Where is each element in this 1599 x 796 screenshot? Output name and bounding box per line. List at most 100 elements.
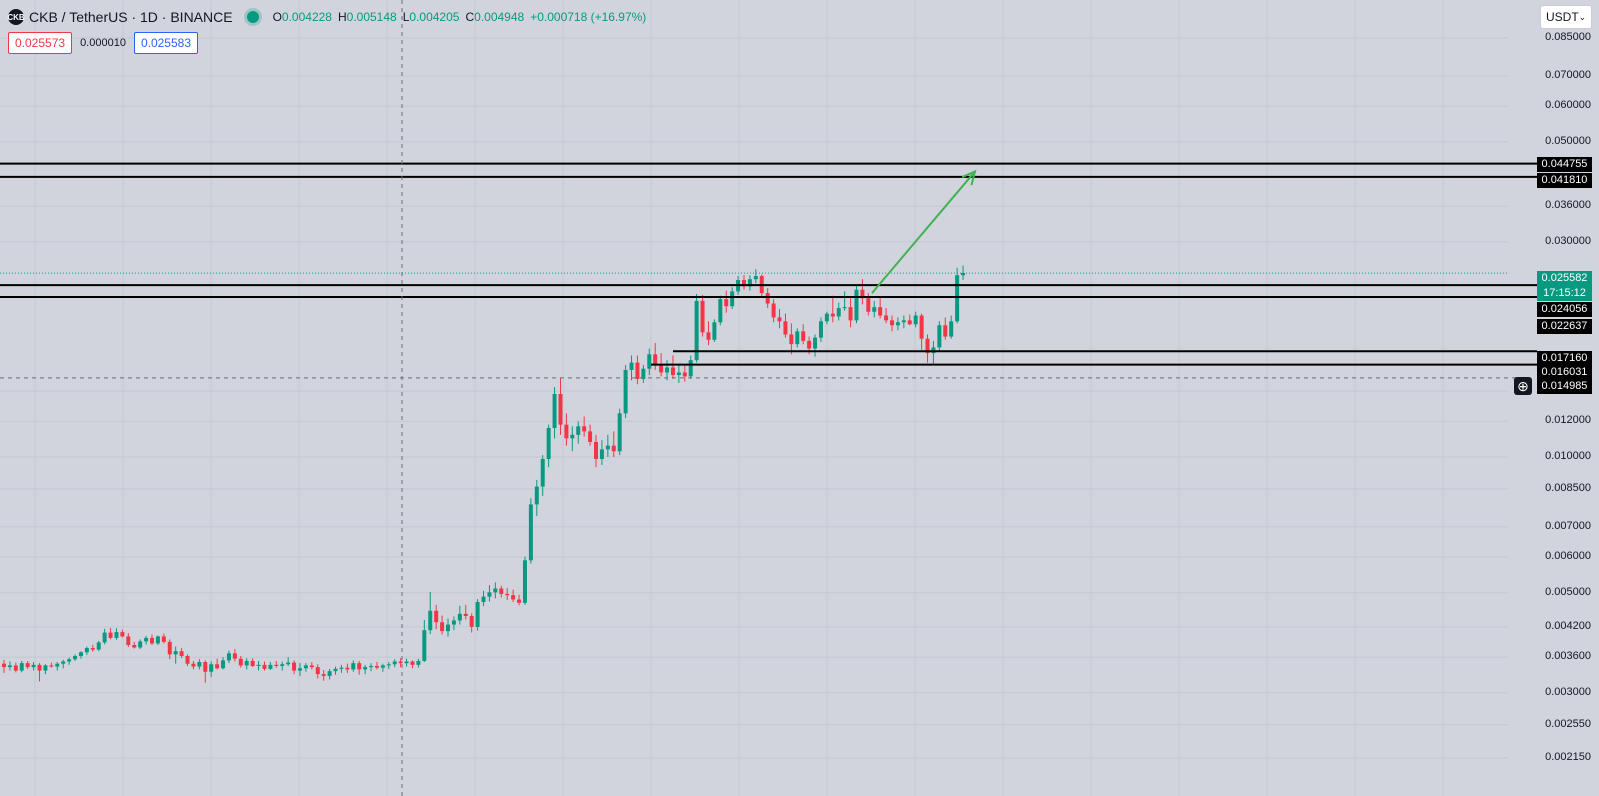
trade-panel: 0.025573 0.000010 0.025583 — [8, 32, 199, 54]
symbol-legend[interactable]: CKB CKB / TetherUS · 1D · BINANCE O0.004… — [7, 6, 647, 28]
symbol-title[interactable]: CKB / TetherUS · 1D · BINANCE — [29, 9, 233, 25]
candle-body — [558, 393, 563, 425]
candle-body — [144, 637, 149, 642]
candle-body — [422, 630, 427, 661]
candle-body — [339, 667, 344, 669]
candle-body — [203, 662, 208, 672]
buy-button[interactable]: 0.025583 — [133, 32, 199, 54]
candle-body — [611, 445, 616, 452]
candle-body — [191, 663, 196, 667]
candle-body — [682, 372, 687, 377]
ckb-logo-icon: CKB — [7, 9, 25, 25]
candle-body — [286, 662, 291, 665]
last-price-tag[interactable]: 0.025582 — [1537, 270, 1592, 286]
sell-button[interactable]: 0.025573 — [8, 32, 73, 54]
horizontal-levels[interactable] — [0, 162, 1537, 366]
candle-body — [446, 624, 450, 632]
level-price-tag[interactable]: 0.016031 — [1537, 364, 1592, 380]
level-price-tag[interactable]: 0.024056 — [1537, 301, 1592, 317]
candle-body — [398, 661, 403, 664]
y-tick-label: 0.060000 — [1545, 99, 1591, 112]
candle-body — [434, 610, 439, 623]
candle-body — [138, 641, 143, 648]
candle-body — [410, 661, 415, 665]
candle-body — [327, 671, 332, 676]
candle-body — [25, 663, 30, 668]
candle-body — [244, 660, 249, 666]
crosshair-price-tag[interactable]: 0.014985 — [1537, 378, 1592, 394]
level-price-tag[interactable]: 0.017160 — [1537, 350, 1592, 366]
y-tick-label: 0.006000 — [1545, 550, 1591, 563]
candle-body — [78, 652, 83, 656]
y-tick-label: 0.005000 — [1545, 585, 1591, 598]
candle-body — [84, 648, 89, 653]
candle-body — [150, 637, 154, 644]
candle-body — [55, 663, 60, 667]
add-alert-plus-icon[interactable]: ⊕ — [1514, 377, 1532, 395]
candle-body — [428, 610, 433, 631]
y-tick-label: 0.050000 — [1545, 134, 1591, 147]
candle-body — [588, 431, 593, 442]
candle-body — [789, 334, 794, 345]
candle-body — [351, 663, 356, 670]
candle-body — [617, 413, 622, 452]
level-price-tag[interactable]: 0.022637 — [1537, 318, 1592, 334]
candle-body — [475, 601, 480, 627]
candle-body — [913, 315, 918, 325]
candle-body — [481, 596, 486, 602]
candle-body — [49, 665, 54, 667]
candle-body — [132, 644, 137, 648]
candle-body — [712, 322, 717, 340]
level-price-tag[interactable]: 0.044755 — [1537, 156, 1592, 172]
candle-body — [890, 320, 894, 326]
candle-body — [416, 660, 421, 665]
candle-body — [7, 665, 12, 668]
candle-body — [315, 667, 320, 675]
candle-body — [818, 321, 823, 338]
candle-body — [226, 653, 231, 661]
y-tick-label: 0.030000 — [1545, 234, 1591, 247]
candle-body — [842, 307, 847, 309]
candle-body — [807, 340, 812, 349]
level-price-tag[interactable]: 0.041810 — [1537, 172, 1592, 188]
target-arrow-head — [961, 169, 977, 186]
overlays — [0, 0, 1516, 796]
y-tick-label: 0.002550 — [1545, 717, 1591, 730]
candle-body — [386, 664, 391, 666]
candle-body — [238, 658, 243, 666]
candle-body — [90, 648, 95, 650]
candle-body — [232, 653, 237, 659]
candle-body — [848, 307, 853, 321]
change-value: +0.000718 (+16.97%) — [530, 10, 647, 24]
candle-body — [114, 632, 119, 638]
candle-body — [363, 667, 368, 670]
candle-body — [676, 372, 681, 376]
y-tick-label: 0.004200 — [1545, 619, 1591, 632]
candle-body — [907, 320, 912, 325]
candle-body — [552, 393, 557, 428]
candle-body — [878, 307, 883, 316]
candle-body — [528, 504, 533, 561]
candle-body — [292, 662, 297, 671]
candle-body — [599, 449, 604, 459]
candle-body — [582, 426, 587, 432]
countdown-tag[interactable]: 17:15:12 — [1537, 285, 1592, 301]
candle-body — [961, 272, 966, 276]
candle-body — [13, 665, 18, 671]
candle-body — [380, 665, 385, 668]
y-tick-label: 0.085000 — [1545, 31, 1591, 43]
y-tick-label: 0.003600 — [1545, 650, 1591, 663]
candle-body — [215, 664, 220, 669]
candle-body — [268, 664, 273, 669]
low-value: 0.004205 — [409, 10, 460, 24]
candle-body — [534, 486, 539, 505]
candle-body — [854, 289, 859, 321]
candle-body — [700, 300, 705, 333]
candle-body — [256, 664, 261, 666]
candle-body — [795, 331, 800, 345]
candle-body — [197, 662, 202, 667]
candle-body — [155, 636, 160, 644]
currency-selector[interactable]: USDT ⌄ — [1540, 5, 1592, 29]
